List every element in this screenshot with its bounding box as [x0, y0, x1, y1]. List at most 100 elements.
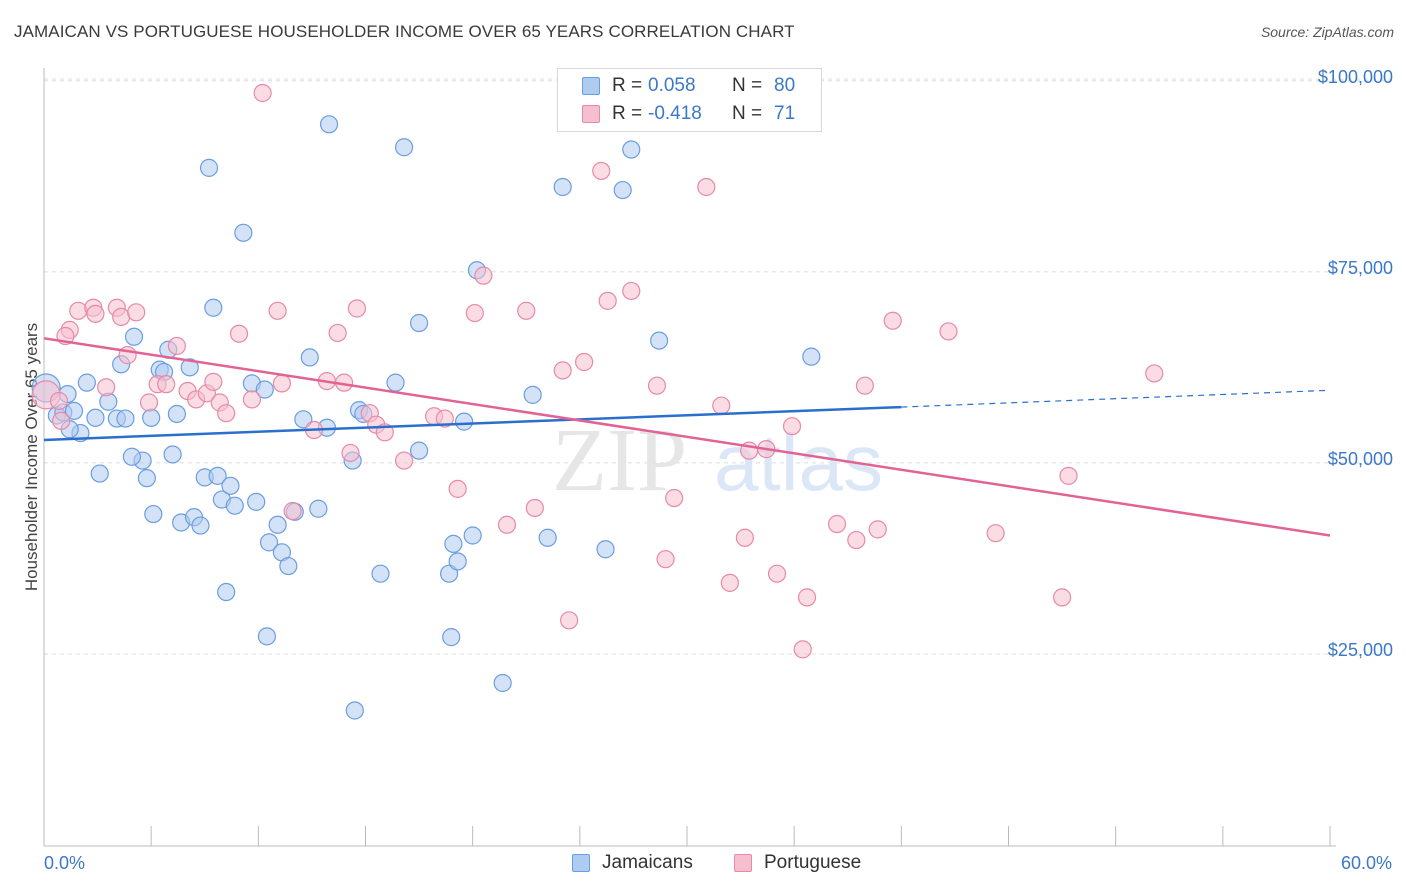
jamaican-point: [199, 158, 219, 177]
jamaicans-legend-swatch: [572, 854, 590, 872]
jamaican-point: [124, 327, 144, 346]
portuguese-point: [341, 443, 360, 463]
portuguese-point: [793, 640, 812, 659]
jamaican-point: [409, 313, 429, 333]
jamaican-point: [345, 701, 364, 720]
grid-lines: [44, 78, 1392, 655]
portuguese-point: [127, 303, 146, 322]
portuguese-point: [622, 281, 641, 301]
jamaicans-swatch: [582, 77, 600, 95]
jamaican-point: [255, 380, 274, 399]
portuguese-point: [204, 372, 223, 391]
jamaican-point: [444, 534, 463, 553]
portuguese-point: [712, 396, 731, 415]
jamaican-point: [394, 138, 414, 157]
portuguese-point: [767, 564, 787, 583]
jamaicans-legend-label: Jamaicans: [602, 852, 693, 873]
jamaican-point: [386, 373, 405, 392]
jamaican-point: [523, 385, 542, 404]
n-value: 71: [774, 103, 796, 124]
portuguese-point: [883, 311, 902, 330]
portuguese-point: [497, 515, 517, 534]
jamaican-point: [371, 564, 390, 583]
portuguese-point: [827, 514, 847, 534]
portuguese-point: [347, 299, 367, 318]
portuguese-point: [448, 479, 467, 498]
portuguese-point: [97, 378, 116, 397]
portuguese-points: [31, 83, 1164, 659]
portuguese-point: [272, 374, 292, 393]
jamaican-point: [409, 441, 429, 460]
trend-lines: [43, 337, 1331, 537]
jamaican-point: [137, 469, 156, 488]
portuguese-point: [465, 303, 484, 323]
jamaican-point: [225, 496, 244, 515]
portuguese-point: [720, 573, 739, 592]
legend-item-portuguese: Portuguese: [734, 852, 861, 874]
chart-title: JAMAICAN VS PORTUGUESE HOUSEHOLDER INCOM…: [14, 22, 795, 41]
portuguese-point: [52, 411, 71, 430]
portuguese-point: [647, 376, 667, 395]
jamaican-point: [77, 373, 96, 392]
portuguese-point: [797, 588, 817, 607]
jamaican-point: [553, 177, 572, 197]
portuguese-point: [242, 390, 262, 409]
jamaican-point: [650, 331, 669, 350]
portuguese-point: [1059, 466, 1078, 485]
jamaican-point: [442, 628, 461, 647]
portuguese-point: [553, 361, 572, 380]
jamaican-point: [309, 499, 328, 518]
portuguese-point: [782, 417, 802, 436]
jamaican-point: [259, 533, 279, 552]
jamaican-point: [234, 223, 253, 242]
jamaican-point: [221, 476, 240, 495]
series-legend: Jamaicans Portuguese: [0, 852, 1406, 876]
jamaican-point: [257, 627, 277, 646]
jamaican-point: [622, 140, 641, 159]
portuguese-point: [253, 83, 272, 103]
jamaican-point: [86, 408, 105, 427]
jamaican-point: [319, 115, 339, 134]
portuguese-trend-line: [43, 337, 1331, 537]
portuguese-point: [217, 404, 236, 423]
correlation-legend: R = 0.058 N = 80 R = -0.418 N = 71: [557, 68, 822, 132]
legend-row-portuguese: R = -0.418 N = 71: [582, 101, 795, 127]
r-label: R =: [612, 75, 643, 96]
portuguese-legend-label: Portuguese: [764, 852, 862, 873]
portuguese-point: [1052, 588, 1072, 607]
portuguese-point: [268, 301, 287, 320]
portuguese-point: [517, 301, 536, 320]
jamaican-point: [122, 447, 141, 466]
x-tick-labels: 0.0% 60.0%: [44, 853, 1392, 873]
jamaican-point: [116, 409, 135, 428]
jamaican-point: [217, 582, 236, 602]
portuguese-swatch: [582, 105, 600, 123]
portuguese-point: [656, 550, 675, 569]
jamaican-point: [180, 358, 199, 377]
jamaican-point: [294, 410, 313, 429]
source-credit: Source: ZipAtlas.com: [1260, 24, 1394, 40]
portuguese-point: [112, 307, 131, 327]
portuguese-point: [868, 520, 887, 539]
portuguese-point: [139, 393, 159, 412]
portuguese-point: [855, 376, 874, 395]
x-tick-label: 60.0%: [1341, 853, 1392, 873]
portuguese-point: [986, 524, 1005, 543]
portuguese-point: [697, 177, 716, 197]
n-label: N =: [732, 103, 763, 124]
jamaican-point: [268, 515, 287, 534]
portuguese-point: [474, 266, 493, 285]
portuguese-point: [939, 322, 958, 341]
jamaican-point: [596, 540, 615, 559]
portuguese-point: [598, 291, 617, 310]
portuguese-point: [157, 375, 176, 394]
axes: [43, 68, 1336, 847]
jamaican-point: [493, 673, 512, 693]
y-tick-label: $25,000: [1328, 640, 1393, 660]
portuguese-point: [525, 498, 544, 518]
jamaican-point: [802, 347, 821, 366]
y-tick-label: $75,000: [1328, 258, 1393, 278]
jamaicans-trend-line: [43, 405, 902, 442]
jamaican-point: [142, 408, 161, 427]
